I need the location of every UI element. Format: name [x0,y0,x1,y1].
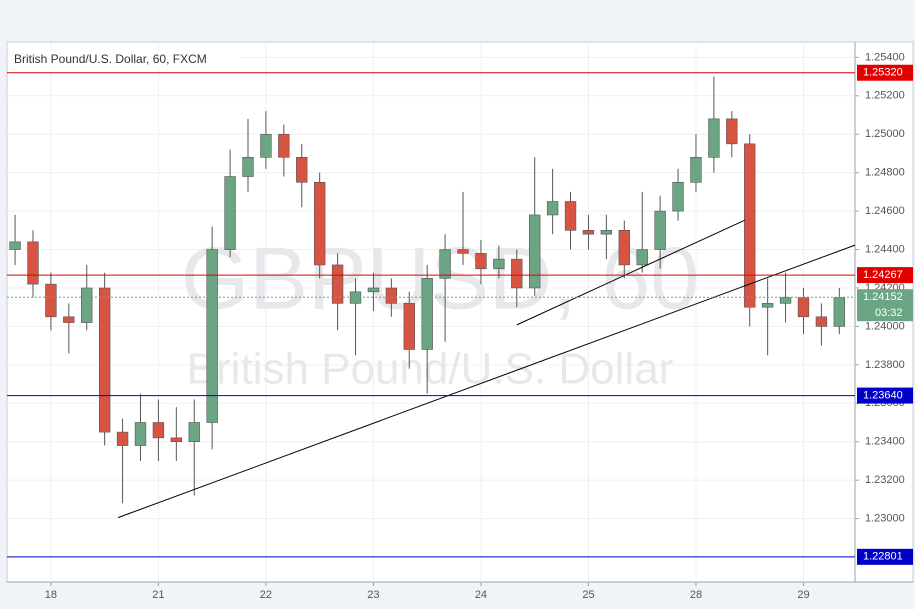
current-price-label: 1.24152 [863,291,903,303]
candle-body [672,181,684,212]
candle-body [636,249,648,266]
candle-body [654,210,666,250]
y-tick-label: 1.23400 [865,436,905,448]
candle-body [134,422,147,446]
level-label: 1.24267 [863,269,903,281]
candle-body [493,258,505,270]
trendline [117,244,856,519]
y-tick-label: 1.23800 [865,359,905,371]
candle-body [98,287,111,433]
candle-body [170,437,183,443]
candle-body [296,157,308,183]
x-tick-label: 22 [260,589,272,601]
x-tick-label: 21 [152,589,164,601]
x-tick-label: 29 [797,589,809,601]
trendline [516,219,746,326]
candle-body [331,264,344,304]
candle-body [457,249,469,254]
countdown-label: 03:32 [875,307,903,319]
candle-body [206,249,218,423]
candle-body [314,181,326,266]
candle-body [188,422,200,443]
x-tick-label: 25 [582,589,594,601]
y-tick-label: 1.25400 [865,51,905,63]
chart-title: British Pound/U.S. Dollar, 60, FXCM [14,52,207,66]
candle-body [439,249,451,279]
candle-body [582,230,595,235]
candle-body [761,303,774,308]
candle-body [421,278,433,350]
candle-body [403,303,415,350]
title-bg [8,51,240,69]
x-tick-label: 24 [475,589,487,601]
candle-body [708,118,720,158]
candle-body [385,287,398,304]
y-tick-label: 1.24400 [865,243,905,255]
x-tick-label: 28 [690,589,702,601]
y-tick-label: 1.23000 [865,512,905,524]
candle-body [726,118,738,145]
candle-body [833,297,845,327]
candle-body [797,297,810,318]
level-label-bg [857,548,913,565]
level-label: 1.23640 [863,390,903,402]
candle-body [278,133,290,158]
x-tick-label: 23 [367,589,379,601]
candle-body [45,283,57,318]
level-label-bg [857,387,913,404]
y-tick-label: 1.25200 [865,90,905,102]
candle-body [9,241,21,250]
candle-body [529,214,541,289]
plot [7,72,856,558]
candle-body [600,230,613,235]
candle-body [690,157,702,183]
y-tick-label: 1.24800 [865,167,905,179]
candle-body [242,157,254,177]
candle-body [224,176,236,250]
candle-body [152,422,165,439]
x-tick-label: 18 [45,589,57,601]
candle-body [564,201,577,231]
candle-body [27,241,39,285]
candle-body [815,316,828,327]
candle-body [744,143,756,308]
candle-body [367,287,380,293]
candle-body [116,431,129,446]
y-tick-label: 1.25000 [865,128,905,140]
candle-body [475,253,487,270]
level-label: 1.25320 [863,67,903,79]
level-label-bg [857,267,913,284]
y-tick-label: 1.24000 [865,320,905,332]
level-label-bg [857,64,913,81]
level-label: 1.22801 [863,551,903,563]
candle-body [779,297,792,304]
candle-body [63,316,75,323]
candle-body [260,133,272,158]
watermark-name: British Pound/U.S. Dollar [187,345,674,394]
candle-body [546,201,559,216]
candle-body [511,258,523,289]
candle-body [618,230,630,266]
y-tick-label: 1.24600 [865,205,905,217]
current-price-bg [857,289,913,322]
y-tick-label: 1.23200 [865,474,905,486]
candle-body [81,287,93,323]
